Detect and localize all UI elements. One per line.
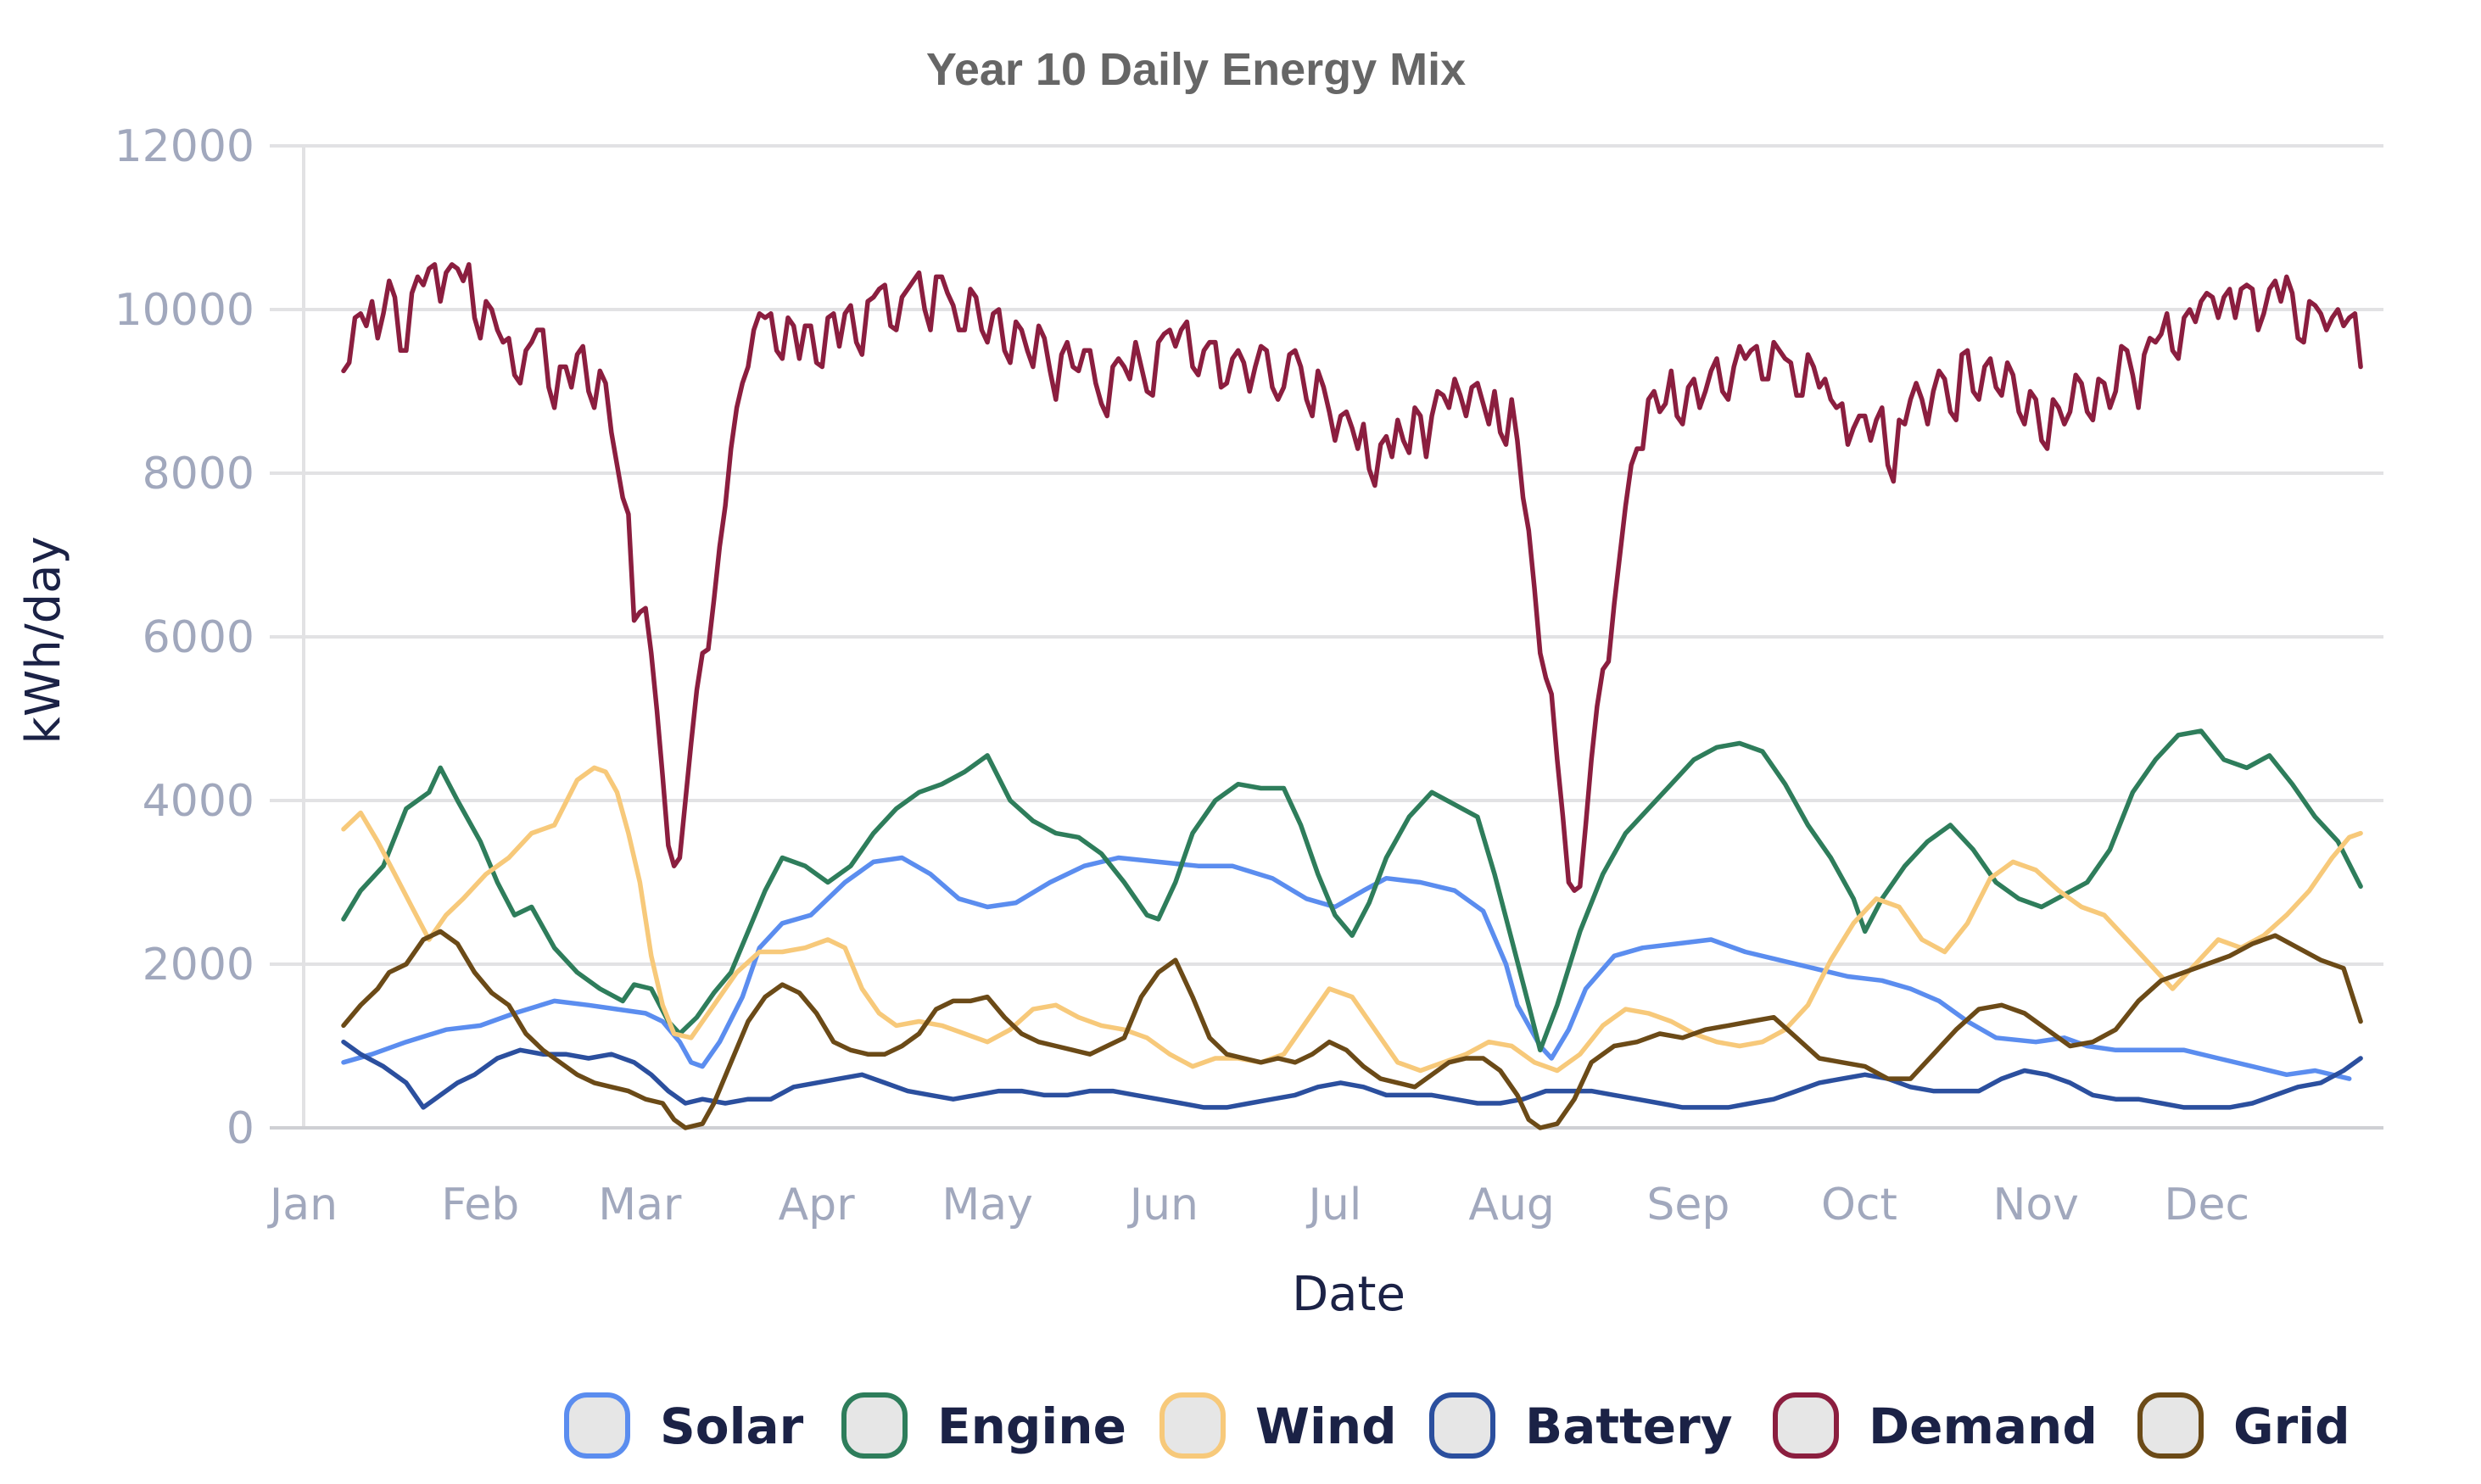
y-tick-label: 10000 xyxy=(115,285,254,336)
y-tick-label: 2000 xyxy=(142,940,254,990)
x-tick-label: Apr xyxy=(779,1180,856,1230)
gridlines xyxy=(270,144,2383,1130)
x-tick-label: Sep xyxy=(1646,1180,1729,1230)
x-tick-label: May xyxy=(942,1180,1033,1230)
x-tick-label: Oct xyxy=(1821,1180,1897,1230)
series-line-solar xyxy=(341,855,2352,1081)
x-tick-label: Mar xyxy=(598,1180,682,1230)
chart-title: Year 10 Daily Energy Mix xyxy=(926,44,1466,95)
x-tick-label: Jan xyxy=(267,1180,338,1230)
y-tick-label: 6000 xyxy=(142,612,254,663)
legend-swatch-engine[interactable] xyxy=(841,1392,908,1459)
legend-swatch-battery[interactable] xyxy=(1429,1392,1495,1459)
series-line-demand xyxy=(341,262,2363,893)
y-tick-label: 0 xyxy=(226,1103,254,1154)
legend-swatch-demand[interactable] xyxy=(1773,1392,1839,1459)
legend-label-battery[interactable]: Battery xyxy=(1525,1398,1733,1455)
x-tick-label: Dec xyxy=(2164,1180,2249,1230)
legend-label-grid[interactable]: Grid xyxy=(2233,1398,2350,1455)
x-tick-label: Feb xyxy=(441,1180,519,1230)
legend-label-engine[interactable]: Engine xyxy=(937,1398,1126,1455)
series-line-wind xyxy=(341,765,2363,1074)
x-axis-label: Date xyxy=(1292,1267,1405,1322)
legend-label-wind[interactable]: Wind xyxy=(1255,1398,1397,1455)
x-tick-label: Nov xyxy=(1992,1180,2079,1230)
y-axis-ticks: 0 2000 4000 6000 8000 10000 12000 xyxy=(115,121,254,1154)
legend-swatch-solar[interactable] xyxy=(564,1392,630,1459)
series-line-engine xyxy=(341,728,2363,1053)
series-line-grid xyxy=(341,929,2363,1130)
x-tick-label: Jul xyxy=(1306,1180,1362,1230)
y-tick-label: 12000 xyxy=(115,121,254,172)
y-tick-label: 4000 xyxy=(142,776,254,827)
legend-swatch-wind[interactable] xyxy=(1159,1392,1226,1459)
legend: Solar Engine Wind Battery Demand Grid xyxy=(564,1392,2350,1459)
x-axis-ticks: Jan Feb Mar Apr May Jun Jul Aug Sep Oct Nov Dec xyxy=(267,1180,2249,1230)
legend-label-demand[interactable]: Demand xyxy=(1869,1398,2098,1455)
series-lines xyxy=(341,262,2363,1130)
x-tick-label: Aug xyxy=(1468,1180,1555,1230)
legend-swatch-grid[interactable] xyxy=(2137,1392,2204,1459)
y-tick-label: 8000 xyxy=(142,449,254,499)
x-tick-label: Jun xyxy=(1127,1180,1199,1230)
series-line-battery xyxy=(341,1039,2363,1110)
y-axis-label: kWh/day xyxy=(16,536,71,744)
legend-label-solar[interactable]: Solar xyxy=(660,1398,804,1455)
